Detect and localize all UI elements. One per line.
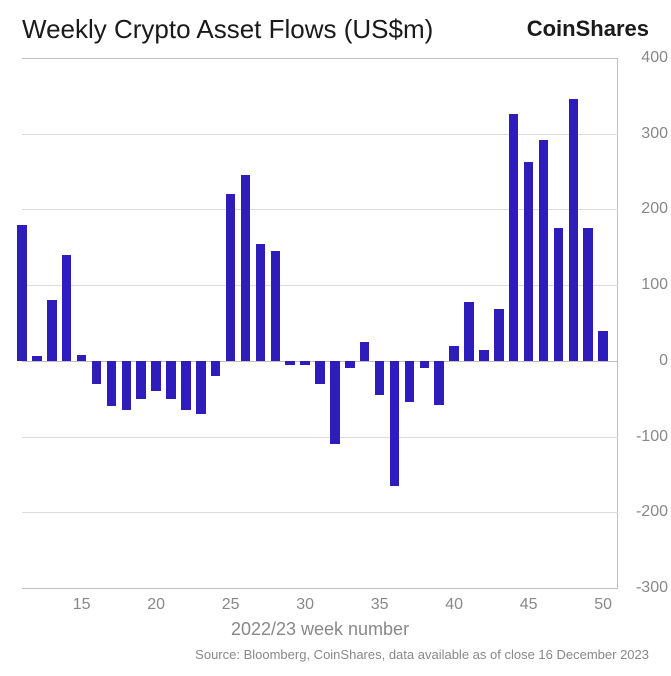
x-tick-label: 25 [222, 596, 240, 614]
x-axis-label: 2022/23 week number [231, 619, 409, 640]
bar [77, 355, 87, 361]
gridline [22, 134, 618, 135]
bar [479, 350, 489, 361]
y-tick-label: 100 [624, 276, 668, 294]
bar [256, 244, 266, 361]
bar [598, 331, 608, 361]
x-tick-label: 15 [73, 596, 91, 614]
x-tick-label: 20 [147, 596, 165, 614]
bar [390, 361, 400, 486]
bar [583, 228, 593, 361]
bar [226, 194, 236, 361]
x-tick-label: 45 [520, 596, 538, 614]
x-tick-label: 40 [445, 596, 463, 614]
y-tick-label: 0 [624, 352, 668, 370]
bar [32, 356, 42, 361]
x-tick-label: 35 [371, 596, 389, 614]
y-tick-label: 400 [624, 49, 668, 67]
chart-frame: Weekly Crypto Asset Flows (US$m) CoinSha… [0, 0, 671, 676]
bar [360, 342, 370, 361]
bar [62, 255, 72, 361]
bar [211, 361, 221, 376]
bar [509, 114, 519, 361]
bar [47, 300, 57, 361]
bar [241, 175, 251, 361]
brand-label: CoinShares [527, 16, 649, 42]
bar [300, 361, 310, 365]
bar [494, 309, 504, 360]
bar [330, 361, 340, 444]
x-tick-label: 30 [296, 596, 314, 614]
bar [107, 361, 117, 406]
bar [17, 225, 27, 361]
gridline [22, 437, 618, 438]
gridline [22, 58, 618, 59]
bar [434, 361, 444, 405]
y-tick-label: -300 [624, 579, 668, 597]
bar [136, 361, 146, 399]
y-tick-label: -200 [624, 503, 668, 521]
bar [151, 361, 161, 391]
bar [554, 228, 564, 361]
x-tick-label: 50 [594, 596, 612, 614]
bar [375, 361, 385, 395]
chart-title: Weekly Crypto Asset Flows (US$m) [22, 14, 433, 45]
bar [166, 361, 176, 399]
bar [449, 346, 459, 361]
source-caption: Source: Bloomberg, CoinShares, data avai… [195, 647, 649, 662]
gridline [22, 512, 618, 513]
plot-area: -300-200-1000100200300400152025303540455… [22, 58, 618, 588]
bar [405, 361, 415, 403]
gridline [22, 588, 618, 589]
bar [285, 361, 295, 365]
bar [569, 99, 579, 361]
y-tick-label: 300 [624, 125, 668, 143]
bar [345, 361, 355, 369]
y-tick-label: 200 [624, 200, 668, 218]
bar [181, 361, 191, 410]
bar [92, 361, 102, 384]
bar [315, 361, 325, 384]
bar [271, 251, 281, 361]
bar [464, 302, 474, 361]
bar [122, 361, 132, 410]
bar [420, 361, 430, 369]
bar [196, 361, 206, 414]
y-tick-label: -100 [624, 428, 668, 446]
bar [524, 162, 534, 361]
y-axis-line [617, 58, 618, 588]
bar [539, 140, 549, 361]
